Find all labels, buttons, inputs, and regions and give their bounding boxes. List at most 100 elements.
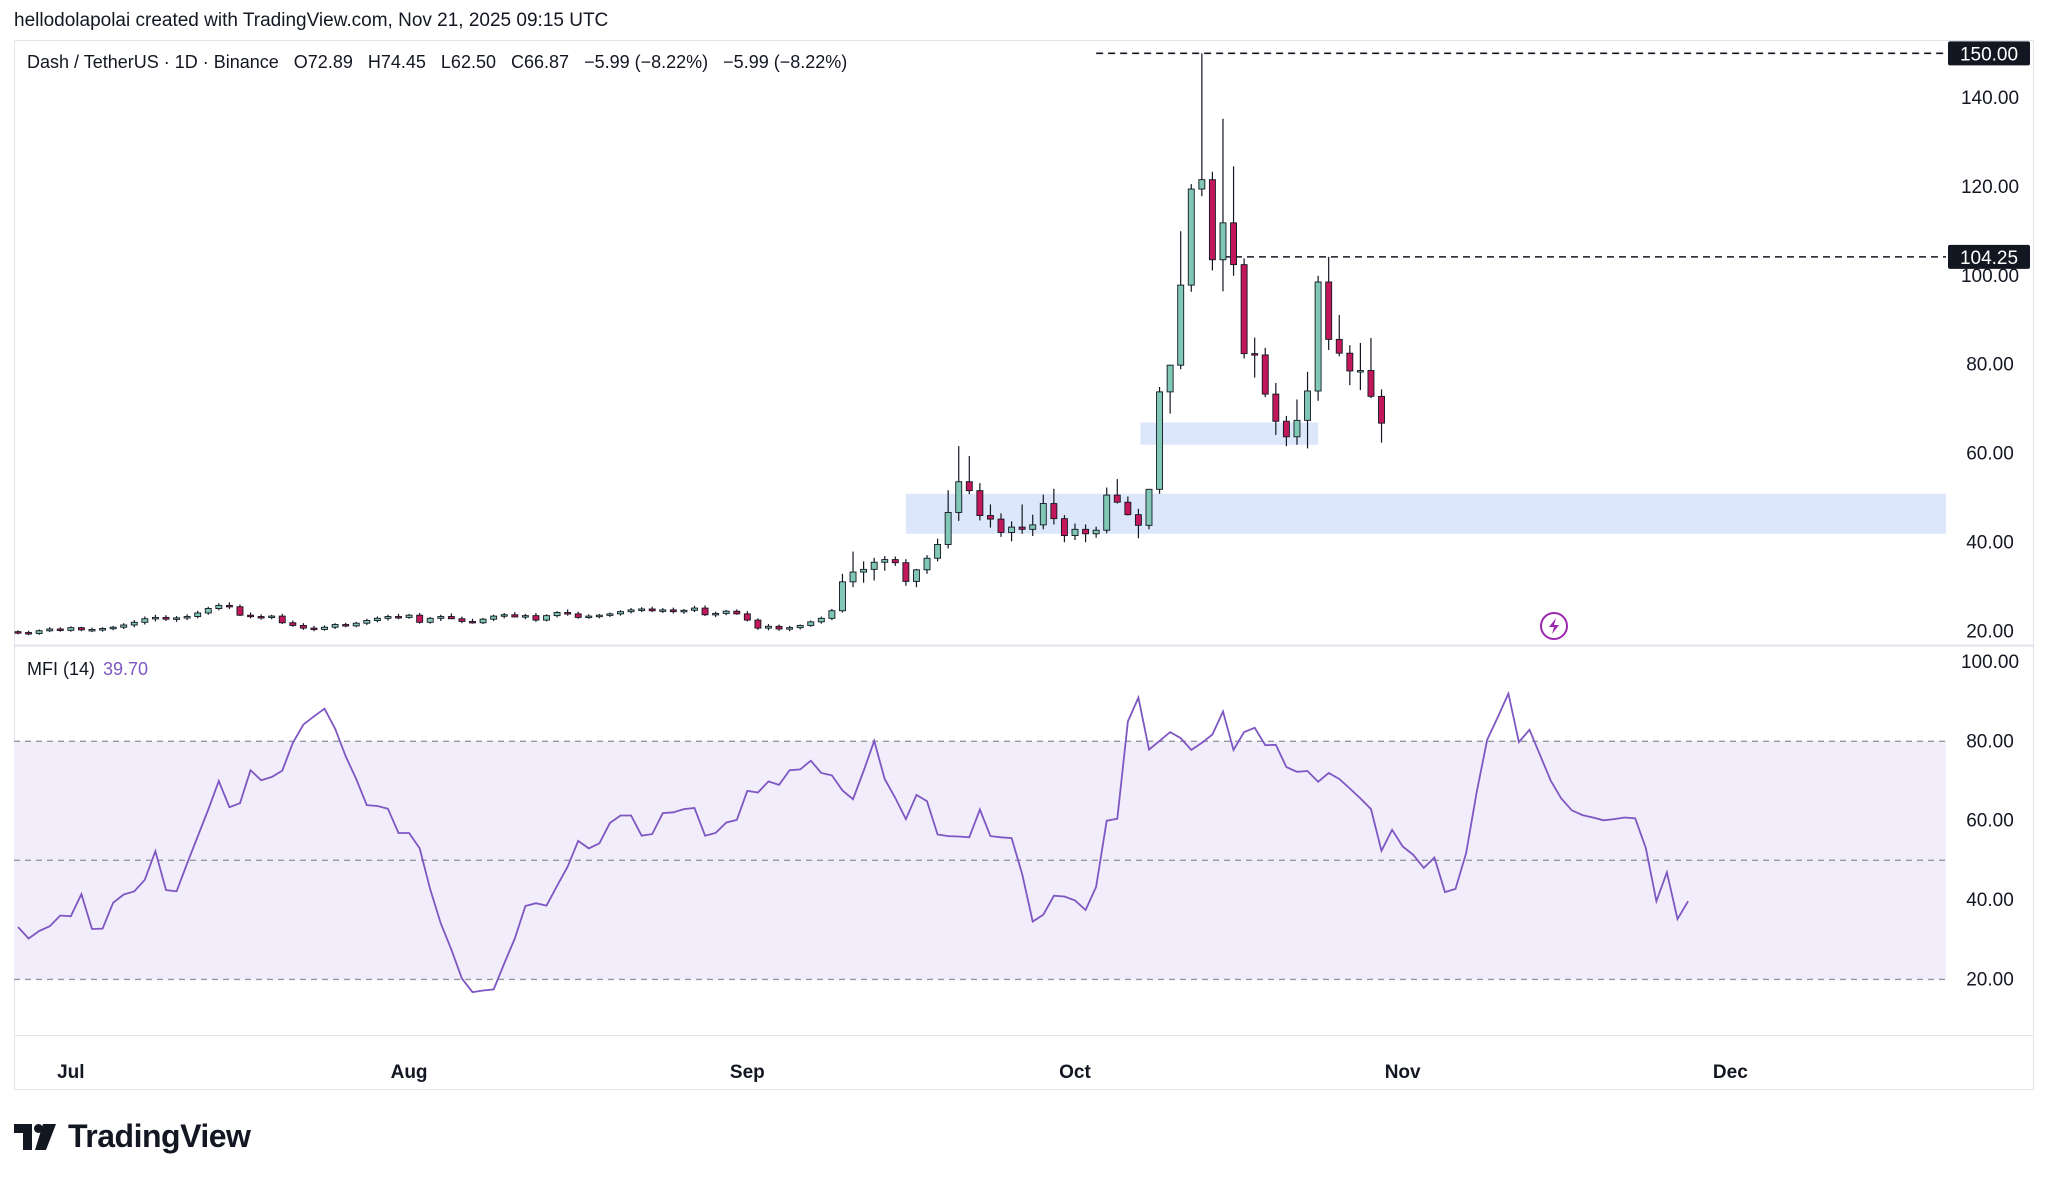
candle-body	[617, 611, 624, 615]
candle-body	[944, 511, 952, 545]
symbol-legend: Dash / TetherUS · 1D · Binance O72.89 H7…	[27, 52, 857, 73]
candle-body	[934, 544, 942, 559]
candle-body	[289, 622, 297, 626]
candle-body	[1282, 420, 1290, 438]
candle-body	[88, 628, 96, 632]
time-axis-tick: Aug	[391, 1062, 428, 1083]
candle-body	[25, 632, 33, 635]
header-credit: hellodolapolai created with TradingView.…	[14, 10, 609, 31]
price-axis-tick: 60.00	[1966, 444, 2014, 465]
price-label: 150.00	[1960, 44, 2018, 65]
candle-body	[363, 620, 371, 624]
mfi-axis-tick: 20.00	[1966, 969, 2014, 990]
candle-body	[426, 617, 434, 623]
candle-body	[268, 615, 276, 619]
candle-body	[574, 613, 582, 618]
candle-body	[405, 614, 413, 618]
legend-low: L62.50	[440, 52, 496, 72]
candle-body	[902, 562, 910, 582]
candle-body	[1071, 528, 1079, 537]
candle-body	[1325, 281, 1333, 340]
candle-body	[1029, 524, 1037, 530]
candle-body	[1367, 370, 1375, 397]
legend-change-percent: −5.99 (−8.22%)	[723, 52, 848, 72]
candle-body	[849, 571, 857, 583]
candle-body	[543, 615, 550, 621]
candle-body	[564, 612, 572, 615]
candle-body	[1219, 222, 1227, 261]
candle-body	[1134, 514, 1142, 526]
price-axis-tick: 100.00	[1961, 266, 2019, 287]
candle-body	[638, 608, 646, 611]
candle-body	[331, 624, 339, 628]
candle-body	[1230, 222, 1238, 266]
candle-body	[1156, 391, 1164, 490]
price-label-box	[1948, 41, 2030, 66]
candle-body	[976, 490, 984, 516]
mfi-title[interactable]: MFI (14)	[27, 659, 96, 679]
candle-body	[500, 614, 508, 617]
candle-body	[606, 613, 614, 616]
mfi-line	[17, 690, 1689, 994]
candle-body	[775, 625, 783, 630]
candle-body	[130, 621, 138, 626]
candle-body	[511, 614, 519, 618]
candle-body	[1261, 354, 1269, 395]
support-zone	[1140, 422, 1319, 445]
candle-body	[839, 581, 846, 612]
candle-body	[532, 615, 540, 621]
candle-body	[891, 559, 899, 564]
candle-body	[35, 630, 43, 634]
candle-body	[1060, 518, 1068, 537]
legend-close: C66.87	[511, 52, 570, 72]
candle-body	[1145, 488, 1153, 526]
candle-body	[965, 481, 973, 492]
candle-body	[807, 621, 815, 626]
candle-body	[1240, 264, 1248, 355]
candle-body	[881, 559, 889, 563]
mfi-axis-tick: 40.00	[1966, 890, 2014, 911]
candle-body	[236, 606, 244, 616]
chart-canvas[interactable]: 20.00 40.00 60.00 80.00 100.00 120.00 140.00 20…	[0, 0, 2048, 1100]
candle-body	[194, 612, 202, 617]
candle-body	[215, 604, 223, 609]
candle-body	[722, 610, 730, 614]
candle-body	[1124, 501, 1132, 516]
candle-body	[1166, 364, 1174, 393]
candle-body	[447, 616, 455, 620]
candle-body	[120, 624, 128, 628]
candle-body	[659, 609, 667, 612]
price-axis-tick: 20.00	[1966, 622, 2014, 643]
candle-body	[1008, 526, 1016, 533]
candle-body	[1293, 419, 1301, 438]
candle-body	[701, 607, 709, 616]
candle-body	[796, 624, 804, 629]
candle-body	[173, 617, 181, 620]
candle-body	[1356, 370, 1364, 373]
candle-body	[986, 515, 994, 520]
candle-body	[595, 614, 603, 618]
candle-body	[395, 616, 402, 619]
candle-body	[754, 619, 762, 629]
candle-body	[817, 617, 825, 623]
candle-body	[1378, 395, 1385, 424]
candle-body	[1314, 281, 1322, 392]
candle-body	[648, 608, 656, 612]
candle-body	[479, 618, 487, 624]
candle-body	[1082, 528, 1090, 535]
support-zone	[905, 493, 1946, 534]
time-axis-tick: Dec	[1713, 1062, 1748, 1083]
candle-body	[712, 612, 720, 616]
candle-body	[691, 607, 698, 611]
symbol-title[interactable]: Dash / TetherUS · 1D · Binance	[27, 52, 279, 72]
mfi-legend: MFI (14) 39.70	[27, 659, 148, 680]
price-axis-tick: 40.00	[1966, 533, 2014, 554]
candle-body	[373, 617, 381, 621]
brand-name: TradingView	[68, 1118, 251, 1154]
time-axis-tick: Oct	[1059, 1062, 1091, 1083]
candle-body	[46, 628, 54, 632]
price-axis-tick: 80.00	[1966, 355, 2014, 376]
candle-body	[458, 618, 466, 622]
candle-body	[1272, 393, 1280, 422]
candle-body	[109, 626, 117, 630]
